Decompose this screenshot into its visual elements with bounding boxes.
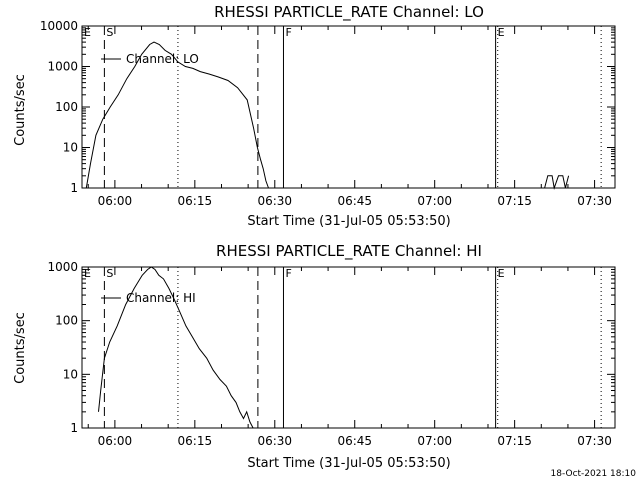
x-axis-label: Start Time (31-Jul-05 05:53:50) xyxy=(247,214,450,229)
event-marker-label: E xyxy=(84,267,91,280)
event-marker-label: F xyxy=(285,267,291,280)
chart-title: RHESSI PARTICLE_RATE Channel: HI xyxy=(216,242,482,261)
x-tick-label: 07:00 xyxy=(417,194,452,208)
x-tick-label: 07:00 xyxy=(417,434,452,448)
chart-panel-lo: RHESSI PARTICLE_RATE Channel: LO Start T… xyxy=(13,3,616,229)
x-tick-label: 07:30 xyxy=(577,194,612,208)
event-marker-label: E xyxy=(498,26,505,39)
series-line xyxy=(544,175,570,190)
y-axis-label: Counts/sec xyxy=(13,312,28,384)
chart-title: RHESSI PARTICLE_RATE Channel: LO xyxy=(214,3,484,22)
y-tick-label: 1 xyxy=(70,421,78,435)
y-tick-label: 1 xyxy=(70,181,78,195)
x-tick-label: 06:45 xyxy=(337,194,372,208)
event-marker-label: S xyxy=(106,267,113,280)
x-tick-label: 06:30 xyxy=(257,194,292,208)
x-tick-label: 06:00 xyxy=(98,194,133,208)
x-tick-label: 06:30 xyxy=(257,434,292,448)
y-tick-label: 1000 xyxy=(47,260,78,274)
x-tick-label: 06:15 xyxy=(178,434,213,448)
x-tick-label: 07:15 xyxy=(497,194,532,208)
event-marker-label: S xyxy=(106,26,113,39)
event-marker-label: E xyxy=(498,267,505,280)
y-tick-label: 10 xyxy=(63,367,78,381)
y-tick-label: 100 xyxy=(55,100,78,114)
y-tick-label: 1000 xyxy=(47,60,78,74)
y-tick-label: 100 xyxy=(55,314,78,328)
y-tick-label: 10000 xyxy=(40,19,78,33)
event-marker-label: E xyxy=(84,26,91,39)
event-marker-label: F xyxy=(285,26,291,39)
x-axis-label: Start Time (31-Jul-05 05:53:50) xyxy=(247,456,450,471)
series-line xyxy=(85,41,269,189)
footer-timestamp: 18-Oct-2021 18:10 xyxy=(551,469,637,479)
chart-panel-hi: RHESSI PARTICLE_RATE Channel: HI Start T… xyxy=(13,242,616,471)
legend-label: Channel: HI xyxy=(126,291,196,305)
plot-frame xyxy=(81,25,616,189)
y-axis-label: Counts/sec xyxy=(13,74,28,146)
legend-label: Channel: LO xyxy=(126,52,199,66)
x-tick-label: 06:45 xyxy=(337,434,372,448)
plot-frame xyxy=(81,266,616,429)
y-tick-label: 10 xyxy=(63,141,78,155)
series-line xyxy=(98,266,254,429)
x-tick-label: 06:15 xyxy=(178,194,213,208)
x-tick-label: 07:30 xyxy=(577,434,612,448)
x-tick-label: 07:15 xyxy=(497,434,532,448)
x-tick-label: 06:00 xyxy=(98,434,133,448)
